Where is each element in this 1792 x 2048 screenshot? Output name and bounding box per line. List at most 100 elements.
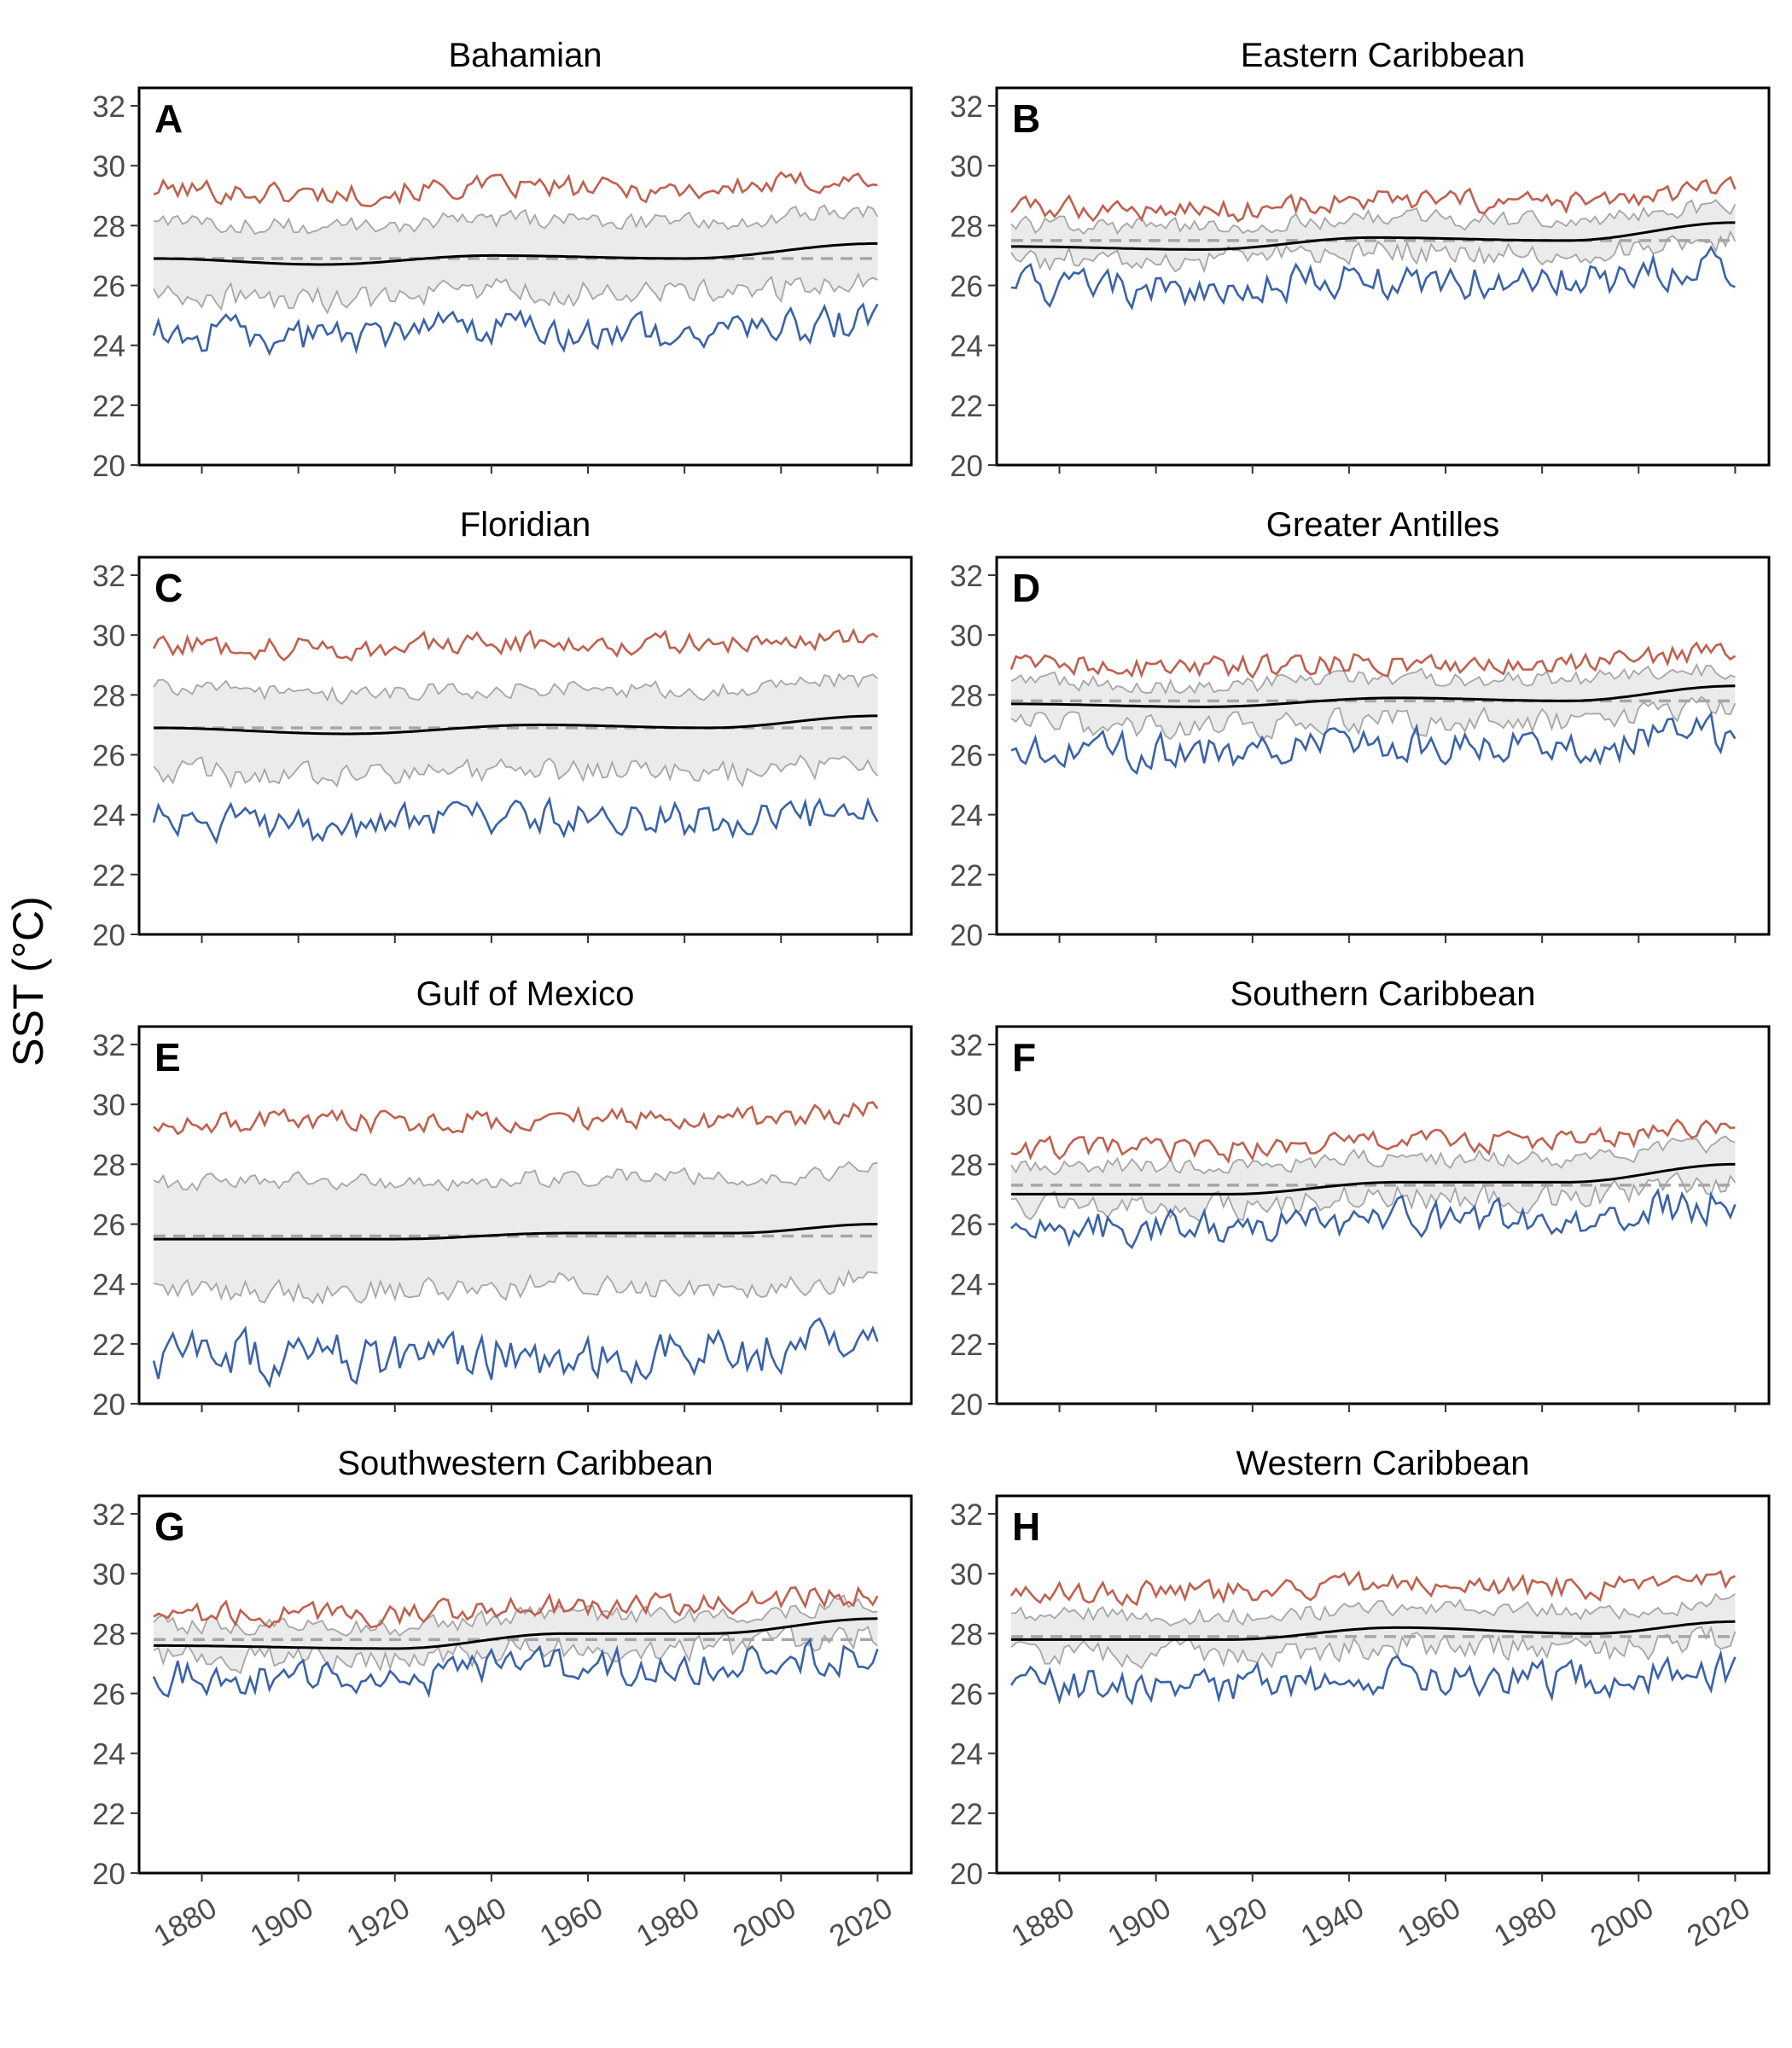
band-upper-line [153,1594,878,1638]
y-tick-label: 20 [950,919,983,952]
band-area [154,674,878,788]
panel-frame [995,556,1771,936]
band-area [154,1595,878,1673]
panel-letter: D [1012,566,1040,610]
band-area [1011,200,1736,272]
panel-title: Floridian [460,506,591,544]
panel-letter: F [1012,1035,1036,1079]
min-sst-line [152,1317,879,1389]
band-upper-line [153,672,878,706]
band-upper-line [1010,1592,1736,1627]
x-tick-label: 1940 [1295,1891,1370,1953]
panel-frame [137,1025,913,1405]
y-tick-label: 26 [950,1209,983,1242]
panel-frame [995,1025,1771,1405]
y-tick-label: 30 [950,1558,983,1591]
min-sst-line [152,302,879,357]
max-sst-line [152,627,879,662]
band-upper-line [1010,1135,1736,1176]
min-sst-line [152,795,879,845]
y-tick-label: 28 [950,679,983,713]
y-tick-label: 22 [92,859,125,893]
panel-letter: C [154,566,183,610]
y-tick-label: 28 [92,679,125,713]
plot-area [152,1585,879,1699]
band-lower-line [1010,230,1737,274]
y-tick-label: 28 [92,1149,125,1182]
x-tick-label: 1960 [534,1891,608,1953]
min-sst-line [1009,1649,1737,1706]
y-tick-label: 20 [92,919,125,952]
min-sst-line [1010,1187,1737,1250]
panel-title: Gulf of Mexico [416,975,635,1013]
y-tick-label: 24 [950,1269,983,1302]
y-tick-label: 30 [92,620,125,653]
x-tick-label: 1940 [438,1891,512,1953]
x-tick-label: 1920 [1199,1891,1273,1953]
plot-area [1009,1569,1737,1706]
band-upper-line [1010,199,1737,236]
panel-frame [137,86,913,467]
x-tick-label: 1960 [1392,1891,1466,1953]
y-tick-label: 26 [92,271,125,304]
y-tick-label: 32 [92,1029,125,1062]
panel-title: Southern Caribbean [1230,975,1535,1013]
panel-frame [995,86,1771,467]
trend-line [154,714,878,736]
min-sst-line [1010,245,1736,311]
panel-letter: E [154,1035,181,1079]
y-tick-label: 22 [950,1329,983,1362]
panel-c: Floridian C 20 22 24 26 28 30 32 [92,506,913,952]
panel-e: Gulf of Mexico E 20 22 24 26 28 30 32 [92,975,913,1422]
x-tick-label: 1880 [1006,1891,1080,1953]
trend-line [1011,1620,1736,1641]
y-tick-label: 22 [92,1798,125,1831]
plot-area [1010,1118,1737,1250]
x-tick-label: 1980 [1488,1891,1562,1953]
band-lower-line [153,1269,878,1306]
band-area [154,1161,878,1303]
y-tick-label: 22 [950,859,983,893]
y-tick-label: 20 [92,450,125,483]
band-lower-line [1010,1626,1737,1670]
panel-letter: B [1012,96,1040,141]
y-tick-label: 32 [92,560,125,593]
y-tick-label: 22 [950,1798,983,1831]
y-tick-label: 28 [950,210,983,243]
max-sst-line [1009,641,1737,679]
plot-area [152,171,879,357]
x-tick-label: 2020 [823,1891,898,1953]
band-lower-line [1010,695,1737,742]
y-tick-label: 30 [950,1089,983,1122]
band-area [1011,1593,1736,1668]
y-tick-label: 28 [950,1618,983,1651]
y-tick-label: 26 [950,1679,983,1712]
panel-f: Southern Caribbean F 20 22 24 26 28 30 32 [950,975,1771,1422]
panel-frame [137,556,913,936]
trend-line [154,1617,878,1650]
y-tick-label: 32 [950,1029,983,1062]
plot-area [1009,641,1737,776]
x-tick-label: 1920 [341,1891,416,1953]
x-tick-label: 1980 [631,1891,705,1953]
panel-frame [995,1494,1771,1875]
panel-title: Western Caribbean [1236,1445,1530,1482]
x-tick-label: 1880 [148,1891,223,1953]
band-upper-line [1010,662,1736,695]
y-tick-label: 20 [950,450,983,483]
y-tick-label: 20 [92,1858,125,1891]
min-sst-line [152,1637,879,1699]
panel-title: Bahamian [448,37,602,74]
panel-title: Greater Antilles [1266,506,1499,544]
y-tick-label: 24 [950,330,983,364]
max-sst-line [1010,175,1737,223]
plot-area [152,1101,879,1389]
band-area [1011,665,1736,741]
band-lower-line [153,272,878,315]
y-tick-label: 28 [92,1618,125,1651]
y-tick-label: 32 [92,1498,125,1532]
trend-line [1011,221,1736,251]
band-area [1011,1136,1736,1222]
